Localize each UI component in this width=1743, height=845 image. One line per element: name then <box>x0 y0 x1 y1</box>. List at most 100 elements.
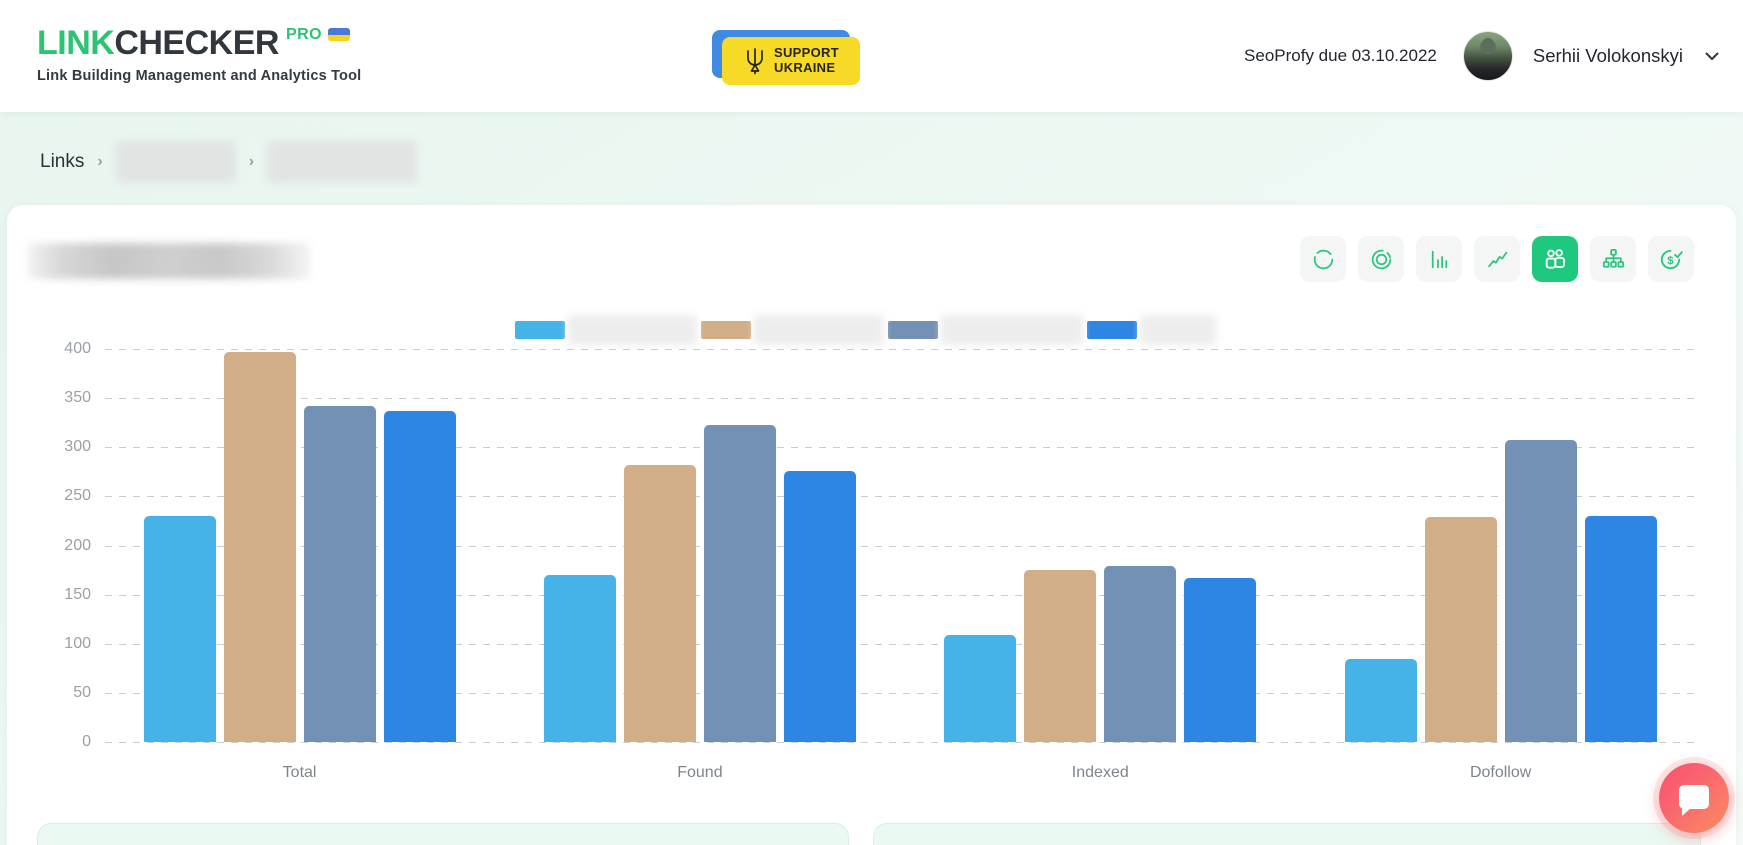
bar <box>1504 440 1577 742</box>
bar <box>944 635 1017 742</box>
bar-group-total <box>143 352 456 742</box>
bar <box>1104 566 1177 742</box>
toolbar-line-chart-button[interactable] <box>1474 236 1520 282</box>
legend-label-redacted <box>1140 315 1216 345</box>
logo-checker-text: CHECKER <box>114 24 279 62</box>
legend-swatch <box>701 321 751 339</box>
category-label-dofollow: Dofollow <box>1469 764 1532 781</box>
breadcrumb-links[interactable]: Links <box>40 151 85 172</box>
y-axis-tick: 400 <box>64 340 91 357</box>
ukraine-flag-icon <box>328 28 351 41</box>
legend-swatch <box>1087 321 1137 339</box>
category-label-total: Total <box>282 764 317 781</box>
bar <box>383 411 456 742</box>
summary-subcard-right <box>873 823 1701 845</box>
breadcrumb-separator-icon: › <box>97 153 103 170</box>
bar <box>703 425 776 742</box>
y-axis-tick: 250 <box>64 487 91 505</box>
toolbar-donut-chart-button[interactable] <box>1358 236 1404 282</box>
bar <box>623 465 696 742</box>
line-chart-icon <box>1485 247 1510 272</box>
summary-subcard-left <box>37 823 849 845</box>
breadcrumb-separator-icon: › <box>248 153 255 170</box>
legend-label-redacted <box>941 315 1083 345</box>
legend-item[interactable] <box>888 315 1083 345</box>
y-axis-tick: 150 <box>64 585 91 603</box>
breadcrumb-item-redacted[interactable] <box>115 141 236 183</box>
bar <box>543 575 616 742</box>
sitemap-icon <box>1601 247 1626 272</box>
y-axis-tick: 100 <box>64 634 91 652</box>
logo-pro-badge: PRO <box>285 26 323 43</box>
chat-bubble-icon <box>1679 785 1709 816</box>
gridline <box>105 692 1700 694</box>
report-card: $ 400 350 300 250 200 150 100 50 0 Total Found Ind… <box>7 205 1736 845</box>
bar-group-dofollow <box>1344 440 1657 742</box>
legend-label-redacted <box>568 315 697 345</box>
chart-legend <box>515 315 1220 345</box>
bar-group-indexed <box>944 566 1257 742</box>
chat-button[interactable] <box>1659 763 1729 833</box>
bar <box>783 471 856 742</box>
legend-item[interactable] <box>701 315 884 345</box>
svg-text:$: $ <box>1667 255 1674 267</box>
gridline <box>105 594 1700 596</box>
gridline <box>105 398 1700 400</box>
breadcrumb: Links › › <box>40 132 418 192</box>
donut-chart-icon <box>1369 247 1394 272</box>
gridline <box>105 349 1700 350</box>
competitors-bar-chart: 400 350 300 250 200 150 100 50 0 Total Found Index… <box>7 340 1736 789</box>
bar <box>303 406 376 742</box>
category-label-found: Found <box>677 764 723 781</box>
gridline <box>105 742 1700 743</box>
y-axis-tick: 350 <box>64 389 91 407</box>
gridline <box>105 643 1700 645</box>
header: LINK CHECKER PRO Link Building Management… <box>0 0 1743 112</box>
toolbar-dollar-check-button[interactable]: $ <box>1648 236 1694 282</box>
logo-link-text: LINK <box>37 24 115 62</box>
logo-tagline: Link Building Management and Analytics T… <box>37 68 362 84</box>
toolbar-bar-chart-button[interactable] <box>1416 236 1462 282</box>
y-axis-tick: 0 <box>82 733 91 750</box>
avatar[interactable] <box>1462 31 1513 81</box>
bar <box>223 352 296 742</box>
subscription-due-label: SeoProfy due 03.10.2022 <box>1244 46 1437 65</box>
bar <box>1184 578 1257 742</box>
people-comparison-icon <box>1542 246 1568 272</box>
gridline <box>105 545 1700 547</box>
breadcrumb-item-redacted[interactable] <box>267 141 418 183</box>
legend-label-redacted <box>754 315 884 345</box>
bar <box>1344 659 1417 742</box>
legend-item[interactable] <box>515 315 697 345</box>
category-label-indexed: Indexed <box>1071 764 1129 781</box>
toolbar-pie-chart-button[interactable] <box>1300 236 1346 282</box>
legend-swatch <box>888 321 938 339</box>
logo: LINK CHECKER PRO Link Building Management… <box>37 26 361 84</box>
y-axis-tick: 200 <box>64 536 91 554</box>
legend-item[interactable] <box>1087 315 1216 345</box>
support-ukraine-button[interactable]: SUPPORT UKRAINE <box>722 37 860 85</box>
user-name[interactable]: Serhii Volokonskyi <box>1532 45 1683 66</box>
bar <box>143 516 216 742</box>
toolbar-sitemap-button[interactable] <box>1590 236 1636 282</box>
gridline <box>105 447 1700 449</box>
domain-title-redacted <box>28 243 310 279</box>
trident-icon <box>743 47 767 75</box>
bar-group-found <box>543 425 856 742</box>
gridline <box>105 496 1700 498</box>
y-axis-tick: 300 <box>64 438 91 456</box>
chart-plot-area: 400 350 300 250 200 150 100 50 0 <box>64 340 1700 750</box>
support-ukraine-label: SUPPORT UKRAINE <box>774 45 839 75</box>
bar-chart-icon <box>1427 247 1452 272</box>
toolbar-people-comparison-button[interactable] <box>1532 236 1578 282</box>
chart-type-toolbar: $ <box>1300 236 1694 282</box>
y-axis-tick: 50 <box>73 683 91 701</box>
header-right: SeoProfy due 03.10.2022 Serhii Volokonsk… <box>1244 0 1743 112</box>
bar <box>1424 517 1497 742</box>
legend-swatch <box>515 321 565 339</box>
bar <box>1024 570 1097 742</box>
bar <box>1584 516 1657 742</box>
dollar-check-icon: $ <box>1658 246 1684 272</box>
pie-chart-icon <box>1311 247 1336 272</box>
chevron-down-icon[interactable] <box>1705 52 1719 61</box>
